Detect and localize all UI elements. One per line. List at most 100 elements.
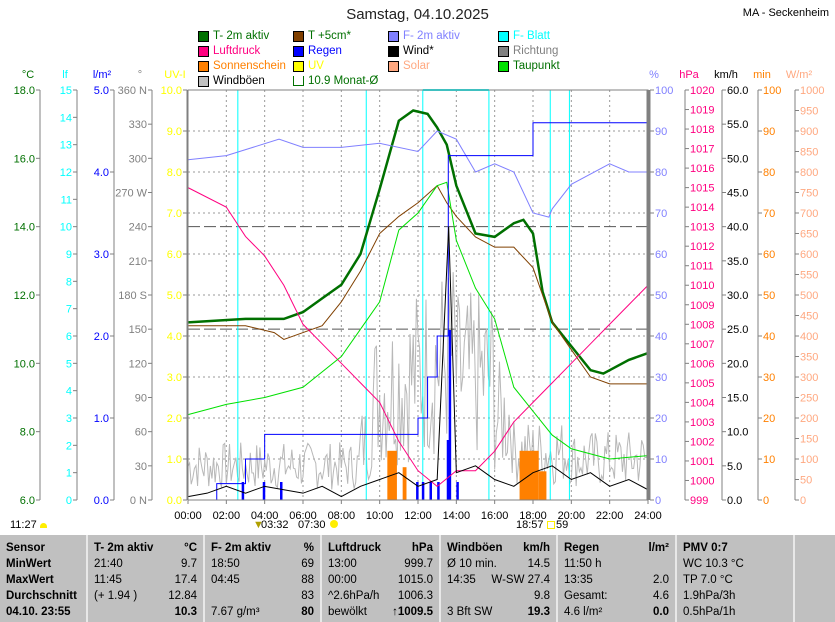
y-tick-label: 1.0 (94, 413, 109, 425)
legend-label: Windböen (213, 75, 265, 87)
rain-bar (262, 482, 266, 500)
y-tick-label: 330 (129, 119, 147, 131)
x-tick-label: 12:00 (404, 510, 432, 522)
sunset-time: 18:57 (516, 519, 544, 531)
y-tick-label: 8.0 (167, 167, 182, 179)
y-tick-label: 550 (800, 270, 818, 282)
stats-value: % (303, 542, 314, 554)
legend-swatch (198, 45, 209, 57)
y-tick-label: 1019 (690, 105, 714, 117)
stats-row: 13:00 999.7 (328, 556, 433, 572)
moonrise-icon: ▼ (253, 519, 264, 531)
stats-header: Luftdruck hPa (328, 540, 433, 556)
legend-swatch (198, 60, 209, 72)
y-tick-label: 40 (763, 331, 775, 343)
y-tick-label: 45.0 (727, 188, 748, 200)
rain-bar (416, 482, 419, 500)
series-f-2m-aktiv (187, 130, 648, 218)
y-tick-label: 1001 (690, 456, 714, 468)
y-tick-label: 90 (135, 393, 147, 405)
stats-label: F- 2m aktiv (211, 542, 272, 554)
y-tick-label: 4.0 (167, 331, 182, 343)
stats-value: 80 (301, 606, 314, 618)
stats-value: 2.0 (653, 574, 669, 586)
y-tick-label: 50.0 (727, 153, 748, 165)
x-tick-label: 22:00 (596, 510, 624, 522)
y-tick-label: 11 (61, 194, 72, 206)
y-tick-label: 3.0 (167, 372, 182, 384)
weather-chart: 00:00 02:00 04:00 06:00 08:00 10:00 12:00 14:00… (14, 69, 825, 522)
y-tick-label: 6.0 (167, 249, 182, 261)
y-tick-label: 0 (655, 495, 661, 507)
stats-row: MinWert (6, 556, 80, 572)
stats-value: ↑1009.5 (392, 606, 433, 618)
y-tick-label: 300 (800, 372, 818, 384)
stats-label: Gesamt: (564, 590, 608, 602)
y-tick-label: 120 (129, 358, 147, 370)
y-tick-label: 80 (655, 167, 667, 179)
y-tick-label: 3.0 (94, 249, 109, 261)
y-tick-label: 30.0 (727, 290, 748, 302)
y-tick-label: 450 (800, 311, 818, 323)
legend-swatch (198, 75, 209, 87)
stats-label: 13:00 (328, 558, 357, 570)
y-tick-label: 10 (655, 454, 667, 466)
legend-item: T +5cm* (293, 30, 351, 42)
stats-row: 1.9hPa/3h (683, 588, 787, 604)
stats-value: 12.84 (168, 590, 197, 602)
y-tick-label: 1011 (690, 261, 714, 273)
y-tick-label: 0 (66, 495, 72, 507)
legend-item: Solar (388, 60, 430, 72)
stats-label: 0.5hPa/1h (683, 606, 736, 618)
y-tick-label: 30 (135, 461, 147, 473)
y-tick-label: 360 N (118, 85, 147, 97)
stats-label: ^2.6hPa/h (328, 590, 380, 602)
stats-label: T- 2m aktiv (94, 542, 154, 554)
stats-label: 11:45 (94, 574, 122, 586)
rain-bar (446, 440, 450, 500)
y-tick-label: 2 (66, 440, 72, 452)
y-tick-label: 100 (800, 454, 818, 466)
y-tick-label: 10 (763, 454, 775, 466)
stats-value: 88 (301, 574, 314, 586)
stats-column: F- 2m aktiv% 18:50 69 04:45 88 83 7.67 g/m³ 80 (205, 535, 322, 622)
y-tick-label: 1.0 (167, 454, 182, 466)
y-tick-label: 20.0 (727, 358, 748, 370)
stats-row: ^2.6hPa/h 1006.3 (328, 588, 433, 604)
stats-value: 17.4 (174, 574, 197, 586)
stats-row: bewölkt ↑1009.5 (328, 604, 433, 620)
stats-label: MinWert (6, 558, 52, 570)
moonset-time: 59 (556, 519, 569, 531)
legend-label: Richtung (513, 45, 559, 57)
x-tick-label: 06:00 (289, 510, 317, 522)
legend-item: UV (293, 60, 324, 72)
stats-row: 0.5hPa/1h (683, 604, 787, 620)
y-tick-label: 150 (129, 324, 147, 336)
series-regen (188, 122, 648, 501)
stats-label: TP 7.0 °C (683, 574, 733, 586)
legend-item: Taupunkt (498, 60, 560, 72)
y-tick-label: 1017 (690, 144, 714, 156)
y-tick-label: 40 (655, 331, 667, 343)
y-tick-label: 1006 (690, 358, 714, 370)
y-tick-label: 400 (800, 331, 818, 343)
y-tick-label: 750 (800, 188, 818, 200)
legend-label: F- Blatt (513, 30, 551, 42)
stats-label: Ø 10 min. (447, 558, 497, 570)
y-tick-label: 200 (800, 413, 818, 425)
y-tick-label: 9 (66, 249, 72, 261)
y-tick-label: 4 (66, 386, 72, 398)
rain-bar (280, 482, 283, 500)
legend-swatch (293, 60, 304, 72)
stats-value: 83 (301, 590, 314, 602)
y-tick-label: 35.0 (727, 256, 748, 268)
stats-row: 13:35 2.0 (564, 572, 669, 588)
y-tick-label: 1007 (690, 339, 714, 351)
legend-label: F- 2m aktiv (403, 30, 460, 42)
rain-bar (429, 482, 432, 500)
stats-label: WC 10.3 °C (683, 558, 744, 570)
y-axis-unit: W/m² (786, 69, 813, 81)
y-axis-unit: ° (138, 69, 142, 81)
y-tick-label: 50 (800, 475, 812, 487)
y-tick-label: 270 W (115, 188, 147, 200)
